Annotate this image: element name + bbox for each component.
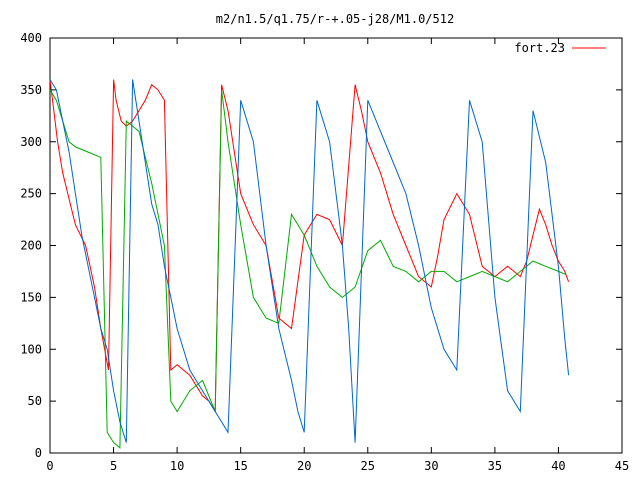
series-line-3 (49, 79, 570, 443)
legend: fort.23 (514, 41, 606, 55)
y-tick-label: 250 (20, 187, 42, 201)
chart-title: m2/n1.5/q1.75/r-+.05-j28/M1.0/512 (216, 12, 454, 26)
x-tick-label: 0 (46, 459, 53, 473)
x-tick-label: 20 (297, 459, 311, 473)
x-tick-label: 45 (615, 459, 629, 473)
y-tick-label: 150 (20, 290, 42, 304)
y-tick-label: 100 (20, 342, 42, 356)
x-tick-label: 15 (233, 459, 247, 473)
x-tick-label: 10 (170, 459, 184, 473)
y-tick-label: 350 (20, 83, 42, 97)
y-tick-label: 300 (20, 135, 42, 149)
y-axis: 0 50 100 150 200 250 300 350 400 (20, 31, 622, 460)
x-axis: 0 5 10 15 20 25 30 35 40 45 (46, 38, 629, 473)
series-line-2 (49, 89, 567, 449)
legend-label-fort-23: fort.23 (514, 41, 565, 55)
x-tick-label: 35 (488, 459, 502, 473)
y-tick-label: 0 (35, 446, 42, 460)
x-tick-label: 5 (110, 459, 117, 473)
y-tick-label: 200 (20, 239, 42, 253)
y-tick-label: 400 (20, 31, 42, 45)
y-tick-label: 50 (28, 394, 42, 408)
x-tick-label: 40 (551, 459, 565, 473)
x-tick-label: 30 (424, 459, 438, 473)
x-tick-label: 25 (361, 459, 375, 473)
series-line-1 (49, 79, 570, 414)
series-layer (49, 79, 570, 449)
